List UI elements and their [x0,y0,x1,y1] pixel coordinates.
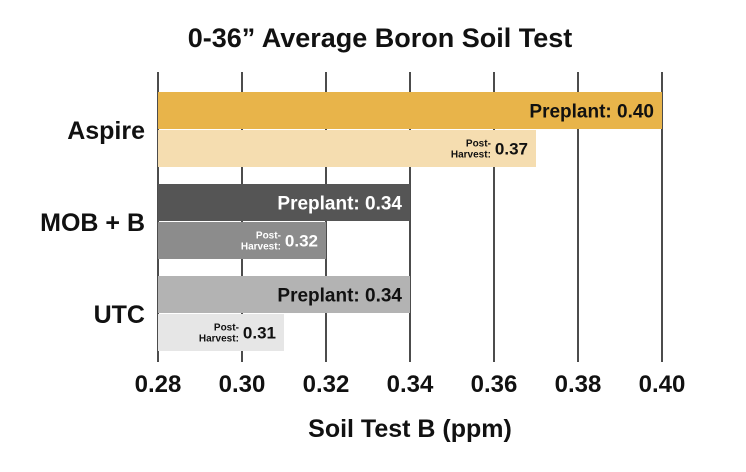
bar-prefix-label: Post- [214,323,239,334]
category-labels: Aspire MOB + B UTC [40,117,145,329]
bar-value-label: 0.32 [285,232,318,251]
bar-data-label: Preplant: 0.40 [529,102,654,123]
x-axis-label: Soil Test B (ppm) [308,415,512,443]
bar-data-label: Preplant: 0.34 [277,194,402,215]
x-tick-label: 0.28 [135,371,182,398]
bar-prefix-label: Post- [466,139,491,150]
bar-data-label: Preplant: 0.34 [277,286,402,307]
bar-prefix-label: Harvest: [241,242,281,253]
category-label: UTC [94,301,145,329]
x-tick-label: 0.38 [555,371,602,398]
x-tick-label: 0.40 [639,371,686,398]
x-tick-label: 0.36 [471,371,518,398]
bar-postharvest [158,130,536,167]
bar-preplant [158,92,662,129]
bar-preplant [158,184,410,221]
bar-prefix-label: Harvest: [199,334,239,345]
bar-value-label: 0.31 [243,324,276,343]
x-tick-labels: 0.28 0.30 0.32 0.34 0.36 0.38 0.40 [135,371,686,398]
bar-postharvest [158,314,284,351]
category-label: Aspire [67,117,145,145]
x-tick-label: 0.32 [303,371,350,398]
bar-preplant [158,276,410,313]
bars: Preplant: 0.400.37Post-Harvest:Preplant:… [158,92,662,351]
bar-postharvest [158,222,326,259]
x-tick-label: 0.30 [219,371,266,398]
chart-title: 0-36” Average Boron Soil Test [188,23,573,53]
bar-prefix-label: Post- [256,231,281,242]
x-tick-label: 0.34 [387,371,434,398]
bar-prefix-label: Harvest: [451,150,491,161]
category-label: MOB + B [40,209,145,237]
bar-value-label: 0.37 [495,140,528,159]
